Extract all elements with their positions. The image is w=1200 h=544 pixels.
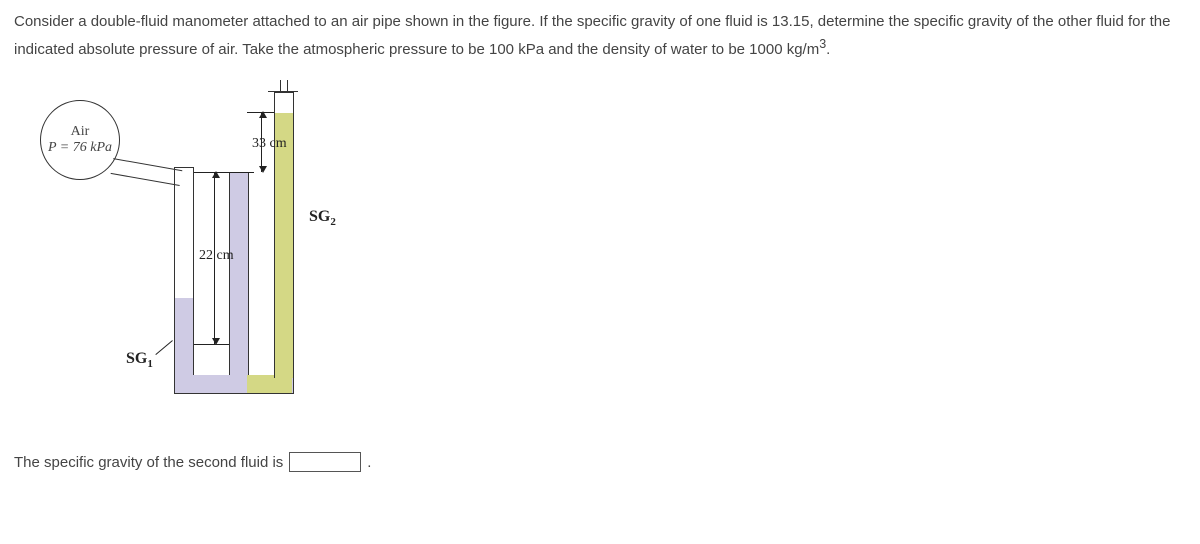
sg2-text: SG bbox=[309, 208, 330, 225]
dim-label-22: 22 cm bbox=[199, 248, 234, 264]
sg1-label: SG1 bbox=[126, 350, 153, 370]
answer-input[interactable] bbox=[289, 452, 361, 472]
fluid1-mid-fill bbox=[230, 173, 248, 378]
right-tube bbox=[274, 92, 294, 378]
fluid1-corner bbox=[229, 375, 247, 393]
problem-statement: Consider a double-fluid manometer attach… bbox=[14, 10, 1186, 62]
answer-period: . bbox=[367, 454, 371, 471]
fluid2-right-fill bbox=[275, 113, 293, 378]
answer-prompt: The specific gravity of the second fluid… bbox=[14, 454, 283, 471]
fluid1-left-fill bbox=[175, 298, 193, 378]
right-tube-open-cap bbox=[280, 80, 288, 92]
pressure-label: P = 76 kPa bbox=[48, 140, 112, 156]
manometer-figure: Air P = 76 kPa 33 cm 22 cm SG1 SG2 bbox=[34, 92, 364, 432]
answer-row: The specific gravity of the second fluid… bbox=[14, 452, 1186, 472]
sg2-label: SG2 bbox=[309, 208, 336, 228]
left-tube bbox=[174, 167, 194, 378]
dim-label-33: 33 cm bbox=[252, 136, 287, 152]
sg1-text: SG bbox=[126, 350, 147, 367]
connecting-pipe bbox=[111, 158, 183, 186]
air-pipe-circle: Air P = 76 kPa bbox=[40, 100, 120, 180]
sg1-sub: 1 bbox=[147, 358, 153, 370]
sg2-sub: 2 bbox=[330, 216, 336, 228]
problem-main-text: Consider a double-fluid manometer attach… bbox=[14, 13, 1170, 58]
problem-tail: . bbox=[826, 41, 830, 58]
air-label: Air bbox=[71, 124, 90, 140]
tick-33-bottom bbox=[194, 172, 254, 173]
sg1-pointer bbox=[155, 340, 173, 356]
mid-tube bbox=[229, 172, 249, 378]
